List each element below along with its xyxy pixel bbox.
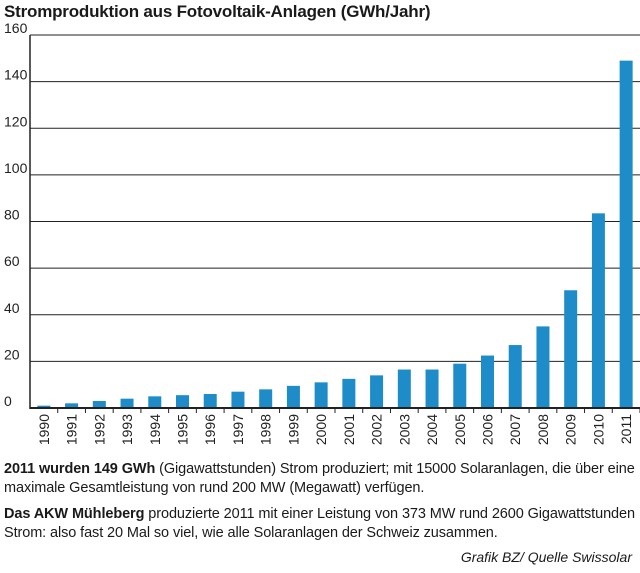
- bar-2007: [508, 345, 522, 408]
- bar-2011: [619, 60, 633, 409]
- x-tick-label-1996: 1996: [202, 414, 218, 445]
- axes: [29, 35, 640, 413]
- x-tick-label-2007: 2007: [507, 414, 523, 445]
- x-tick-label-2006: 2006: [480, 414, 496, 445]
- bar-1997: [231, 391, 245, 408]
- bar-1992: [92, 401, 106, 408]
- footnote-akw: Das AKW Mühleberg produzierte 2011 mit e…: [4, 505, 638, 543]
- x-tick-label-1997: 1997: [230, 414, 246, 445]
- footnote-production-lead: 2011 wurden 149 GWh: [4, 461, 156, 477]
- bar-2006: [481, 355, 494, 408]
- bar-1996: [203, 394, 217, 408]
- bar-2008: [536, 326, 550, 408]
- x-tick-label-1995: 1995: [175, 414, 191, 445]
- x-tick-label-1998: 1998: [258, 414, 274, 445]
- gridlines: [30, 34, 640, 362]
- bar-1999: [286, 385, 300, 408]
- x-tick-label-2003: 2003: [396, 414, 412, 445]
- bar-1993: [120, 398, 134, 408]
- footnote-production: 2011 wurden 149 GWh (Gigawattstunden) St…: [4, 460, 638, 498]
- y-tick-labels: 0 20 40 60 80 100 120 140 160: [4, 20, 28, 409]
- x-tick-label-2010: 2010: [590, 414, 606, 445]
- y-tick-label-60: 60: [4, 253, 20, 269]
- bar-2010: [591, 213, 605, 408]
- y-tick-label-0: 0: [4, 393, 12, 409]
- x-tick-label-2011: 2011: [618, 414, 634, 444]
- bar-2003: [397, 369, 411, 408]
- bar-1991: [65, 403, 79, 408]
- x-tick-label-2004: 2004: [424, 414, 440, 445]
- y-tick-label-80: 80: [4, 207, 20, 223]
- x-tick-label-2000: 2000: [313, 414, 329, 445]
- y-tick-label-160: 160: [4, 20, 28, 36]
- y-tick-label-20: 20: [4, 346, 20, 362]
- x-tick-label-2008: 2008: [535, 414, 551, 445]
- x-tick-label-1994: 1994: [147, 414, 163, 445]
- x-tick-label-2001: 2001: [341, 414, 357, 445]
- source-credit: Grafik BZ/ Quelle Swissolar: [460, 549, 632, 565]
- bars: [37, 60, 633, 409]
- bar-1990: [37, 405, 51, 408]
- footnote-production-text: (Gigawattstunden) Strom produziert; mit …: [4, 461, 635, 496]
- y-tick-label-100: 100: [4, 160, 28, 176]
- bar-1995: [176, 395, 189, 408]
- x-tick-label-1999: 1999: [285, 414, 301, 445]
- x-tick-label-2002: 2002: [369, 414, 385, 445]
- bar-2005: [453, 363, 467, 408]
- bar-2009: [564, 290, 578, 408]
- bar-2004: [425, 369, 439, 408]
- footnote-akw-text: produzierte 2011 mit einer Leistung von …: [4, 506, 635, 541]
- x-tick-labels: 1990 1991 1992 1993 1994 1995 1996 1997 1998 1999…: [36, 414, 634, 445]
- x-tick-label-1991: 1991: [64, 414, 80, 445]
- x-tick-label-2009: 2009: [563, 414, 579, 445]
- bar-2002: [370, 375, 384, 408]
- y-tick-label-120: 120: [4, 113, 28, 129]
- footnote-akw-lead: Das AKW Mühleberg: [4, 506, 145, 522]
- bar-1998: [259, 389, 273, 408]
- y-tick-label-40: 40: [4, 300, 20, 316]
- x-tick-label-1990: 1990: [36, 414, 52, 445]
- x-tick-label-1992: 1992: [91, 414, 107, 445]
- bar-2000: [314, 382, 328, 408]
- y-tick-label-140: 140: [4, 67, 28, 83]
- x-tick-label-2005: 2005: [452, 414, 468, 445]
- bar-2001: [342, 378, 356, 408]
- bar-1994: [148, 396, 162, 408]
- chart-title: Stromproduktion aus Fotovoltaik-Anlagen …: [4, 2, 431, 21]
- x-tick-label-1993: 1993: [119, 414, 135, 445]
